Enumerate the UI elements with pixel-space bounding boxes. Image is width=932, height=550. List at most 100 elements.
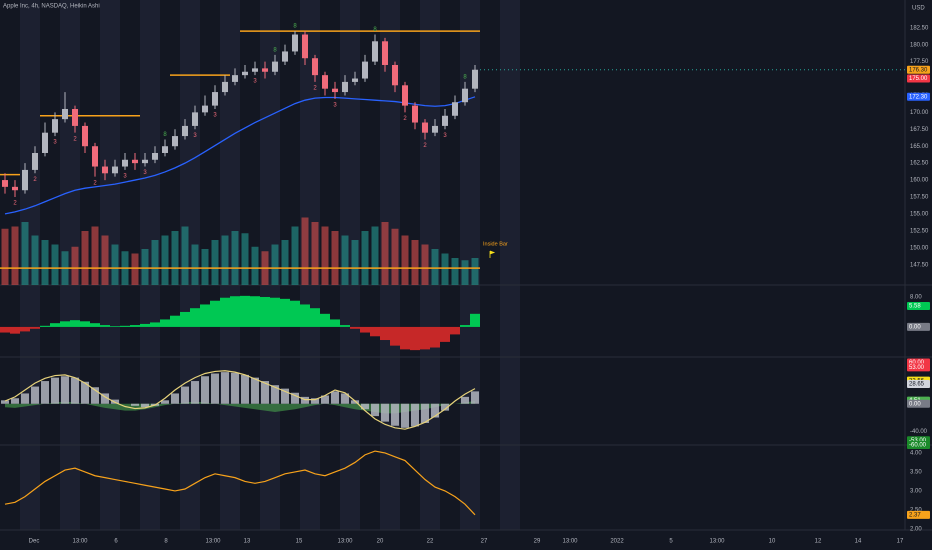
candle-body <box>222 81 228 93</box>
volume-bar <box>291 226 299 285</box>
histogram-bar <box>110 326 120 327</box>
candle-body <box>132 159 138 164</box>
x-tick-label: 5 <box>669 539 673 545</box>
histogram-bar <box>320 313 330 327</box>
candle-body <box>152 152 158 160</box>
candle-body <box>32 152 38 170</box>
candle-body <box>232 75 238 82</box>
oscillator-bar <box>411 403 419 427</box>
oscillator-bar <box>341 393 349 404</box>
price-tag-label: 60.00 <box>909 360 925 366</box>
count-label: 3 <box>443 133 447 139</box>
candle-body <box>352 78 358 82</box>
oscillator-bar <box>111 399 119 404</box>
candle-body <box>392 64 398 86</box>
histogram-bar <box>40 325 50 327</box>
histogram-bar <box>370 326 380 337</box>
price-tag <box>907 65 930 74</box>
price-tag <box>907 302 930 311</box>
x-tick-label: 15 <box>296 539 303 545</box>
histogram-bar <box>50 323 60 327</box>
histogram-bar <box>340 325 350 327</box>
oscillator-bar <box>271 385 279 404</box>
histogram-bar <box>180 311 190 327</box>
oscillator-bar <box>241 374 249 404</box>
histogram-bar <box>390 326 400 346</box>
candle-body <box>92 146 98 167</box>
oscillator-bar <box>401 403 409 428</box>
x-tick-label: 27 <box>481 539 488 545</box>
candle-body <box>322 75 328 89</box>
histogram-bar <box>240 295 250 327</box>
count-label: 8 <box>373 27 377 33</box>
histogram-bar <box>70 320 80 327</box>
candle-body <box>22 169 28 191</box>
oscillator-bar <box>221 372 229 404</box>
price-tag <box>907 380 930 389</box>
price-tag <box>907 510 930 519</box>
histogram-bar <box>380 326 390 341</box>
volume-bar <box>361 231 369 285</box>
candle-body <box>172 136 178 147</box>
candle-body <box>282 51 288 62</box>
histogram-bar <box>250 296 260 327</box>
volume-bar <box>471 258 479 285</box>
candle-body <box>342 81 348 93</box>
volume-bar <box>331 231 339 285</box>
oscillator-bar <box>261 381 269 404</box>
y-tick-label: 162.50 <box>910 161 929 167</box>
oscillator-bar <box>191 381 199 404</box>
x-tick-label: 8 <box>164 539 168 545</box>
volume-bar <box>161 235 169 285</box>
volume-bar <box>391 228 399 285</box>
oscillator-bar <box>331 391 339 404</box>
signal-line <box>4 370 476 430</box>
histogram-bar <box>440 326 450 342</box>
histogram-bar <box>410 326 420 351</box>
candle-body <box>472 69 478 89</box>
price-tag-label: 28.65 <box>909 382 925 388</box>
oscillator-bar <box>361 403 369 410</box>
count-label: 2 <box>73 136 77 142</box>
histogram-bar <box>260 296 270 327</box>
y-tick-label: 182.50 <box>910 25 929 31</box>
candle-body <box>432 125 438 133</box>
candle-body <box>412 105 418 123</box>
histogram-bar <box>10 326 20 334</box>
oscillator-bar <box>321 395 329 404</box>
candle-body <box>2 180 8 187</box>
count-label: 2 <box>13 201 17 207</box>
count-label: 8 <box>293 24 297 30</box>
candle-body <box>362 61 368 79</box>
oscillator-bar <box>211 373 219 404</box>
price-tag <box>907 92 930 101</box>
y-tick-label: 4.00 <box>910 451 922 457</box>
oscillator-bar <box>371 403 379 417</box>
candle-body <box>402 85 408 106</box>
count-label: 2 <box>313 85 317 91</box>
oscillator-bar <box>81 381 89 404</box>
x-tick-label: 12 <box>815 539 822 545</box>
oscillator-bar <box>131 403 139 406</box>
oscillator-bar <box>421 403 429 423</box>
volume-bar <box>81 231 89 285</box>
histogram-bar <box>170 315 180 327</box>
price-tag <box>907 322 930 331</box>
volume-bar <box>321 226 329 285</box>
volume-bar <box>401 235 409 285</box>
histogram-bar <box>150 322 160 327</box>
oscillator-bar <box>301 396 309 404</box>
y-tick-label: 150.00 <box>910 245 929 251</box>
histogram-bar <box>230 296 240 327</box>
price-tag-label: -53.00 <box>909 438 927 444</box>
histogram-bar <box>200 304 210 327</box>
stripe <box>500 0 520 530</box>
histogram-bar <box>140 323 150 327</box>
y-tick-label: 155.00 <box>910 211 929 217</box>
histogram-bar <box>90 323 100 327</box>
histogram-bar <box>130 325 140 327</box>
volume-bar <box>341 235 349 285</box>
price-tag-label: -60.00 <box>909 443 927 449</box>
candle-body <box>442 115 448 126</box>
candle-body <box>272 61 278 72</box>
